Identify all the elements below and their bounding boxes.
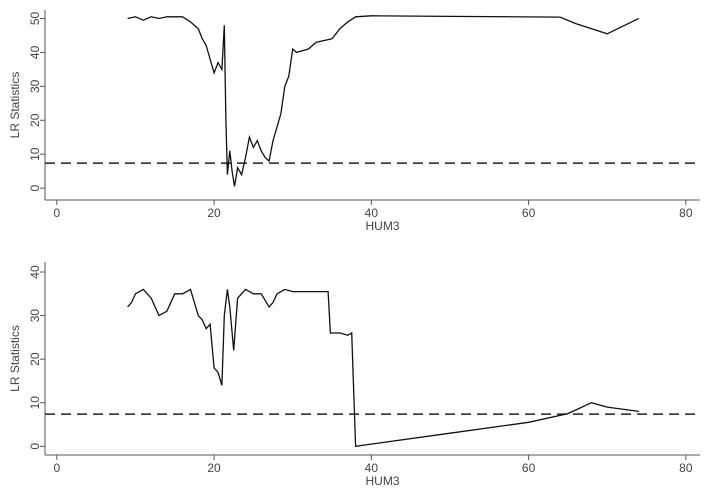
y-tick-label: 0: [28, 443, 42, 450]
x-tick-label: 0: [53, 461, 60, 475]
x-tick-label: 60: [522, 206, 536, 220]
y-tick-label: 40: [28, 265, 42, 279]
y-axis-label: LR Statistics: [8, 72, 22, 139]
y-tick-label: 20: [28, 352, 42, 366]
y-tick-label: 40: [28, 45, 42, 59]
x-tick-label: 0: [53, 206, 60, 220]
x-axis-label: HUM3: [365, 219, 399, 233]
x-tick-label: 40: [365, 461, 379, 475]
y-axis-label: LR Statistics: [8, 325, 22, 392]
y-tick-label: 10: [28, 396, 42, 410]
y-tick-label: 0: [28, 184, 42, 191]
y-tick-label: 20: [28, 113, 42, 127]
x-tick-label: 80: [679, 461, 693, 475]
y-tick-label: 10: [28, 147, 42, 161]
y-tick-label: 50: [28, 11, 42, 25]
y-tick-label: 30: [28, 79, 42, 93]
x-tick-label: 80: [679, 206, 693, 220]
x-tick-label: 40: [365, 206, 379, 220]
x-tick-label: 60: [522, 461, 536, 475]
x-axis-label: HUM3: [365, 474, 399, 488]
y-tick-label: 30: [28, 309, 42, 323]
x-tick-label: 20: [207, 461, 221, 475]
x-tick-label: 20: [207, 206, 221, 220]
data-line: [127, 15, 639, 187]
data-line: [127, 288, 639, 448]
